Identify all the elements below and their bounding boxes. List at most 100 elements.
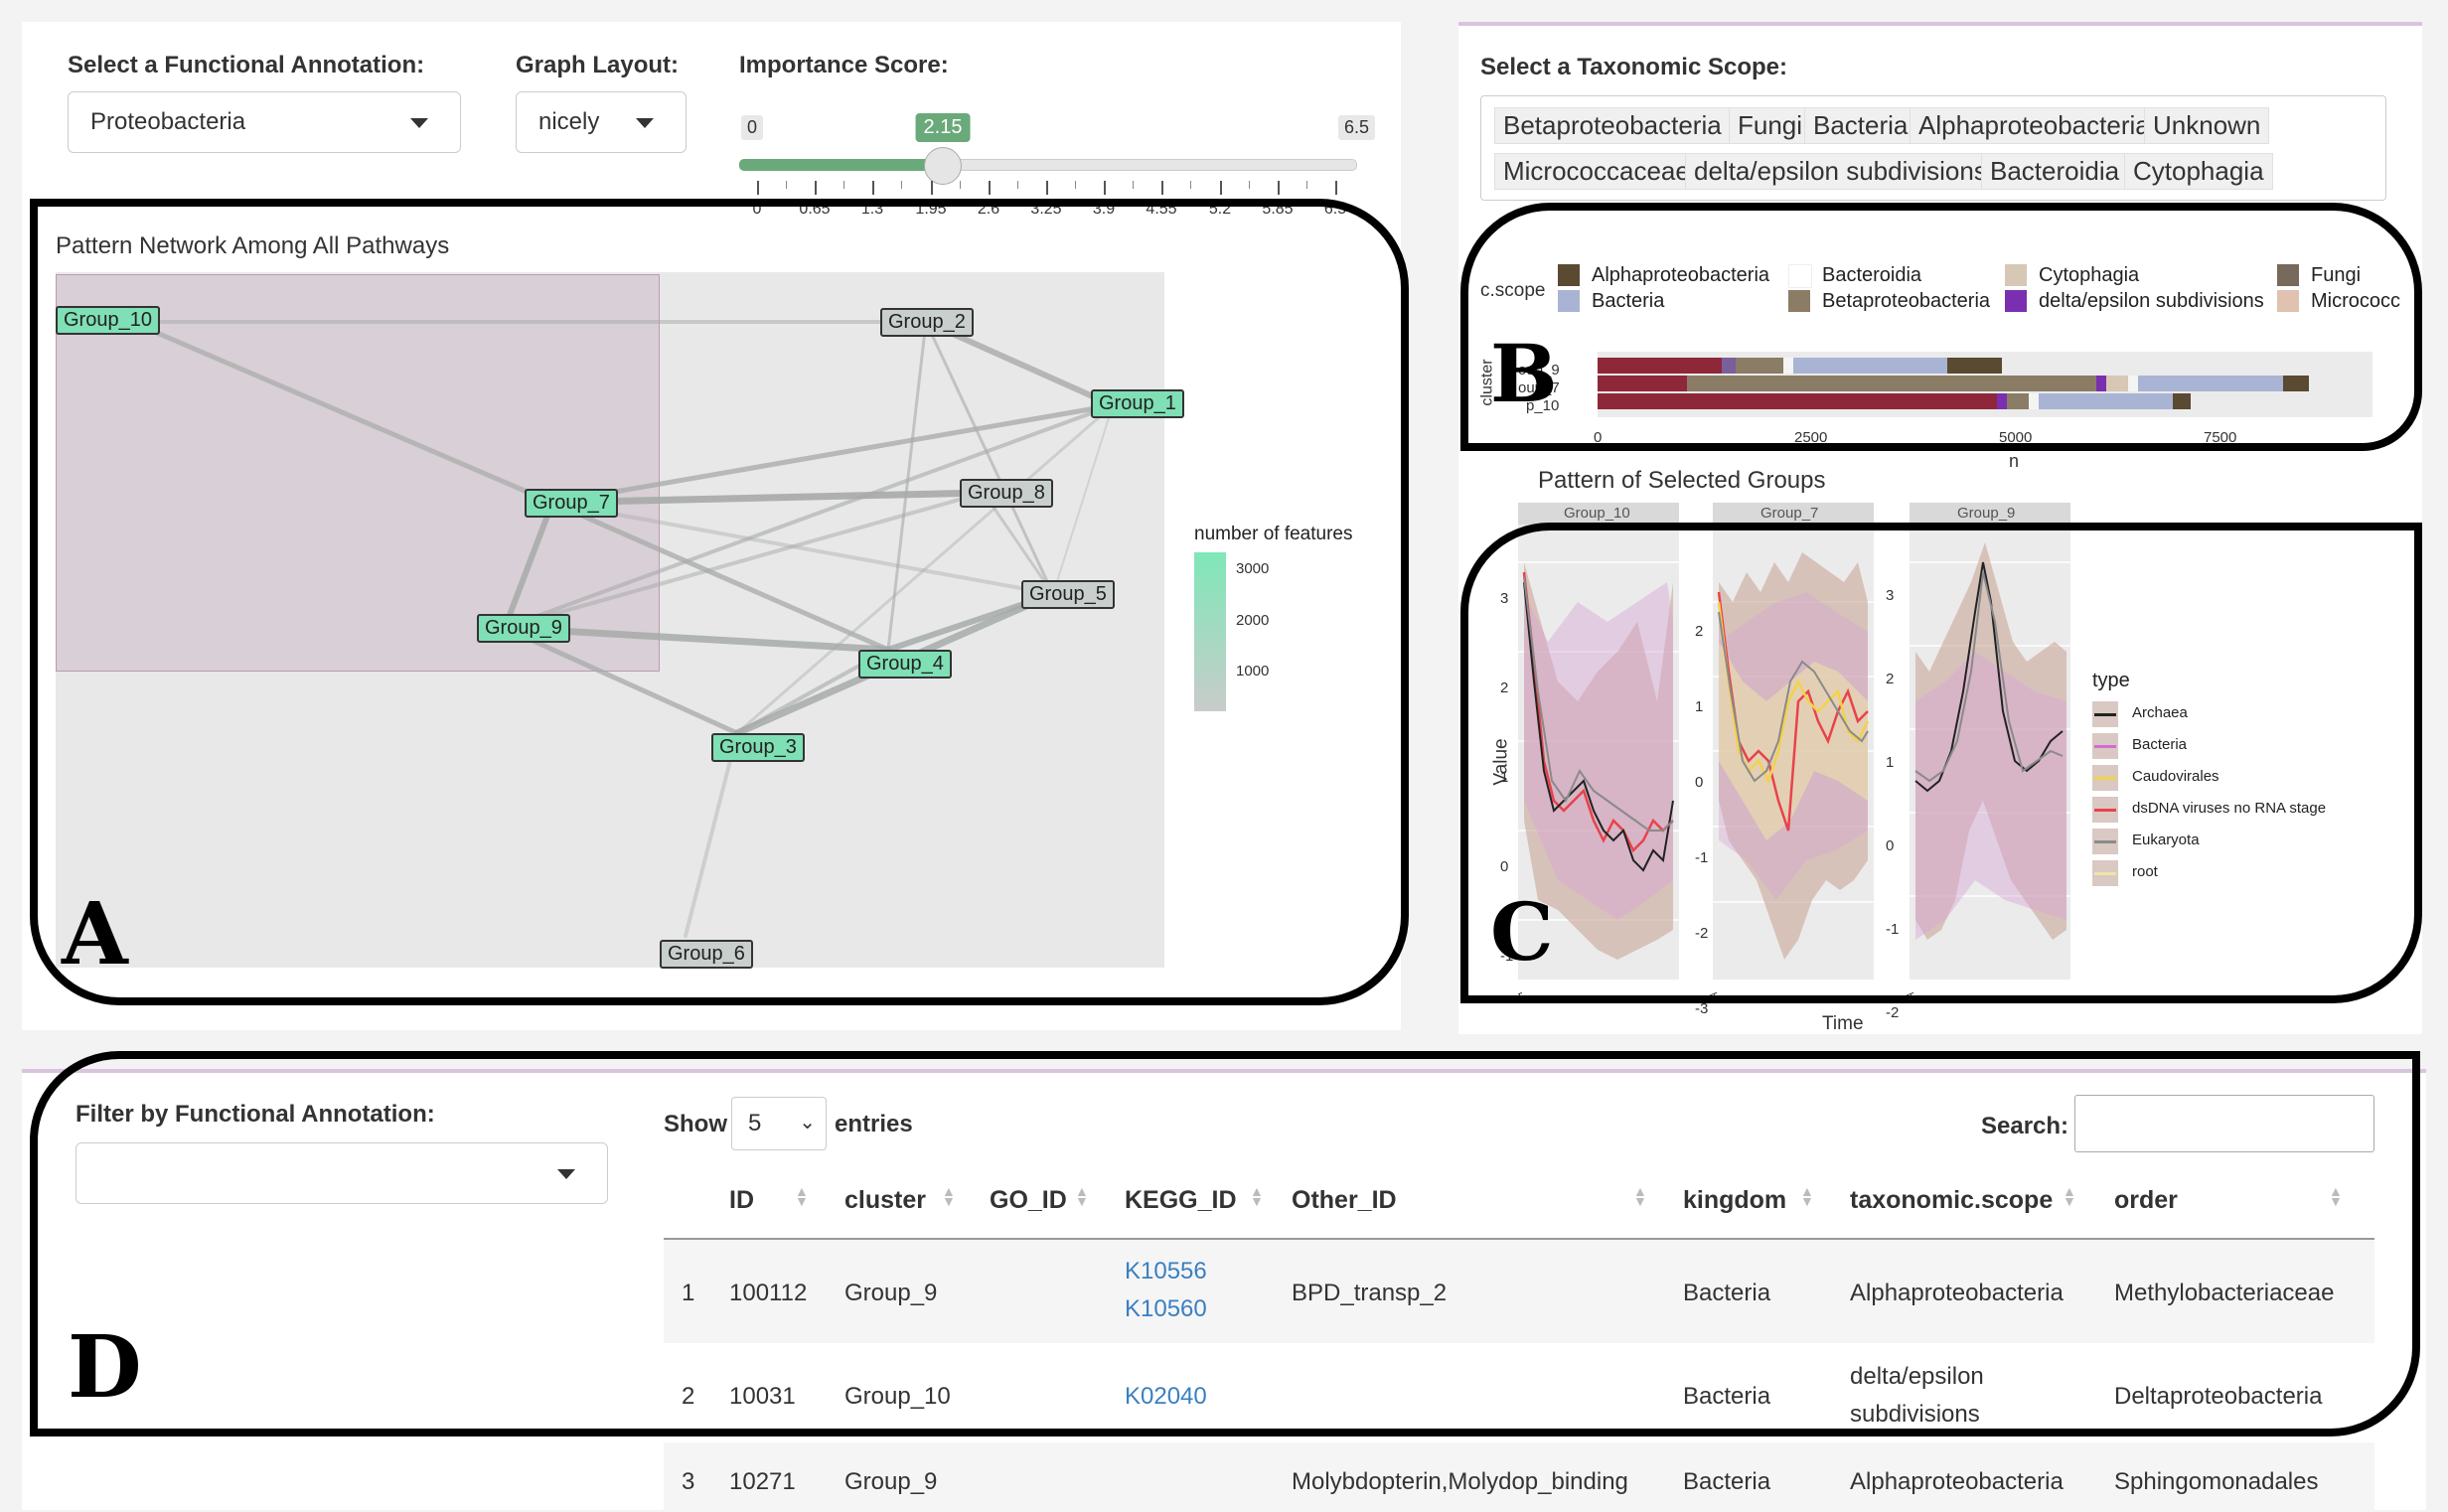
svg-text:A: A — [1708, 991, 1720, 999]
slider-fill — [739, 159, 943, 171]
edge-3-1 — [735, 403, 1115, 735]
importance-slider[interactable]: 0 6.5 2.15 0 0.65 1.3 1.95 2.6 3.25 3.9 4.55 5.2… — [739, 87, 1375, 227]
layout-label: Graph Layout: — [516, 52, 680, 78]
facet-strip-label: Group_10 — [1564, 505, 1630, 522]
network-plot: Group_10 Group_2 Group_1 Group_7 Group_8… — [56, 272, 1184, 969]
sort-icon[interactable]: ▲ ▼ — [1800, 1183, 1814, 1209]
node-group-10[interactable]: Group_10 — [56, 306, 160, 335]
slider-minor-tick — [843, 181, 845, 189]
node-group-4[interactable]: Group_4 — [858, 650, 952, 679]
facet-y-tick: 1 — [1695, 698, 1704, 715]
node-group-1[interactable]: Group_1 — [1091, 389, 1184, 418]
node-group-3[interactable]: Group_3 — [711, 733, 805, 762]
kegg-link[interactable]: K10556 — [1125, 1258, 1207, 1285]
node-group-6[interactable]: Group_6 — [660, 940, 753, 969]
facet-y-tick: -3 — [1695, 1000, 1709, 1017]
column-header[interactable]: KEGG_ID — [1125, 1186, 1237, 1214]
scope-tag[interactable]: Betaproteobacteria — [1494, 107, 1731, 144]
node-group-2[interactable]: Group_2 — [880, 308, 974, 337]
scope-tag[interactable]: Bacteria — [1804, 107, 1917, 144]
scope-tag[interactable]: Fungi — [1729, 107, 1812, 144]
slider-handle[interactable] — [924, 147, 962, 185]
node-group-7[interactable]: Group_7 — [525, 489, 618, 518]
slider-tick-label: 5.2 — [1208, 201, 1232, 218]
cell-scope: delta/epsilon — [1850, 1363, 1984, 1390]
slider-tick-label: 4.55 — [1146, 201, 1177, 218]
x-tick: 0 — [1594, 429, 1603, 446]
sort-icon[interactable]: ▲ ▼ — [1075, 1183, 1089, 1209]
layout-value: nicely — [538, 108, 600, 135]
sort-icon[interactable]: ▲ ▼ — [2329, 1183, 2343, 1209]
search-input[interactable] — [2074, 1095, 2374, 1152]
annotation-value: Proteobacteria — [90, 108, 246, 135]
facet-strip-label: Group_7 — [1760, 505, 1819, 522]
facet-y-tick: 3 — [1500, 590, 1509, 607]
pattern-title: Pattern of Selected Groups — [1538, 467, 1826, 494]
slider-tick-mark — [1161, 181, 1163, 195]
bar-row-2 — [1598, 376, 2372, 391]
legend-tick-1000: 1000 — [1236, 663, 1270, 680]
facet-y-tick: 2 — [1886, 671, 1895, 687]
row-label: p_10 — [1526, 397, 1560, 414]
slider-minor-tick — [786, 181, 788, 189]
scope-tag-input[interactable] — [1480, 95, 2386, 201]
facet-svg: A A A — [1518, 503, 2070, 999]
annotation-label: Select a Functional Annotation: — [68, 52, 425, 78]
column-header[interactable]: kingdom — [1683, 1186, 1787, 1214]
legend-entry: Micrococc — [2311, 290, 2401, 312]
column-header[interactable]: order — [2114, 1186, 2178, 1214]
sort-icon[interactable]: ▲ ▼ — [942, 1183, 956, 1209]
scope-tag[interactable]: delta/epsilon subdivisions — [1685, 153, 1996, 190]
slider-tick-mark — [931, 181, 933, 195]
slider-ticks: 0 0.65 1.3 1.95 2.6 3.25 3.9 4.55 5.2 5.85 6.5 — [753, 181, 1346, 230]
column-header[interactable]: ID — [729, 1186, 754, 1214]
kegg-link[interactable]: K02040 — [1125, 1383, 1207, 1410]
bar-row-3 — [1598, 393, 2194, 409]
legend-swatch — [2005, 290, 2027, 312]
column-header[interactable]: taxonomic.scope — [1850, 1186, 2054, 1214]
entries-select[interactable]: 5 ⌄ — [731, 1097, 827, 1150]
node-group-8[interactable]: Group_8 — [960, 479, 1053, 508]
edge-5-1 — [1052, 404, 1114, 595]
facet-y-ticks: 2 1 0 -1 -2 -3 — [1695, 594, 1708, 1047]
annotation-select[interactable]: Proteobacteria — [68, 91, 461, 153]
slider-minor-tick — [1133, 181, 1135, 189]
column-header[interactable]: Other_ID — [1292, 1186, 1397, 1214]
column-header[interactable]: GO_ID — [990, 1186, 1067, 1214]
facet-y-tick: 2 — [1500, 680, 1509, 696]
cell-scope: Alphaproteobacteria — [1850, 1468, 2064, 1495]
facet-y-tick: 1 — [1500, 769, 1509, 786]
scope-tag[interactable]: Alphaproteobacteria — [1910, 107, 2159, 144]
scope-tag[interactable]: Micrococcaceae — [1494, 153, 1699, 190]
legend-swatch — [2005, 264, 2027, 286]
sort-icon[interactable]: ▲ ▼ — [795, 1183, 809, 1209]
cell-other-id: BPD_transp_2 — [1292, 1280, 1448, 1306]
kegg-link[interactable]: K10560 — [1125, 1295, 1207, 1322]
facet-y-tick: 0 — [1500, 858, 1509, 875]
entries-value: 5 — [748, 1110, 762, 1136]
slider-value-badge: 2.15 — [915, 113, 971, 142]
scope-tag[interactable]: Bacteroidia — [1981, 153, 2129, 190]
panel-letter: D — [68, 1317, 142, 1418]
filter-select[interactable] — [76, 1142, 608, 1204]
scope-tag[interactable]: Cytophagia — [2124, 153, 2273, 190]
sort-icon[interactable]: ▲ ▼ — [2063, 1183, 2076, 1209]
cell-other-id: Molybdopterin,Molydop_binding — [1292, 1468, 1628, 1495]
node-group-9[interactable]: Group_9 — [477, 614, 570, 643]
edge-9-3 — [502, 625, 740, 736]
facet-y-tick: 1 — [1886, 754, 1895, 771]
type-legend-swatch — [2092, 733, 2118, 759]
slider-minor-tick — [1249, 181, 1251, 189]
layout-select[interactable]: nicely — [516, 91, 687, 153]
sort-icon[interactable]: ▲ ▼ — [1250, 1183, 1264, 1209]
edge-7-4 — [549, 500, 891, 653]
scope-tag[interactable]: Unknown — [2144, 107, 2270, 144]
sort-icon[interactable]: ▲ ▼ — [1633, 1183, 1647, 1209]
legend-swatch — [1558, 264, 1580, 286]
slider-minor-tick — [1017, 181, 1019, 189]
column-header[interactable]: cluster — [844, 1186, 926, 1214]
node-group-5[interactable]: Group_5 — [1021, 580, 1115, 609]
legend-swatch — [2277, 290, 2299, 312]
filter-label: Filter by Functional Annotation: — [76, 1101, 435, 1128]
entries-label: entries — [835, 1111, 913, 1137]
